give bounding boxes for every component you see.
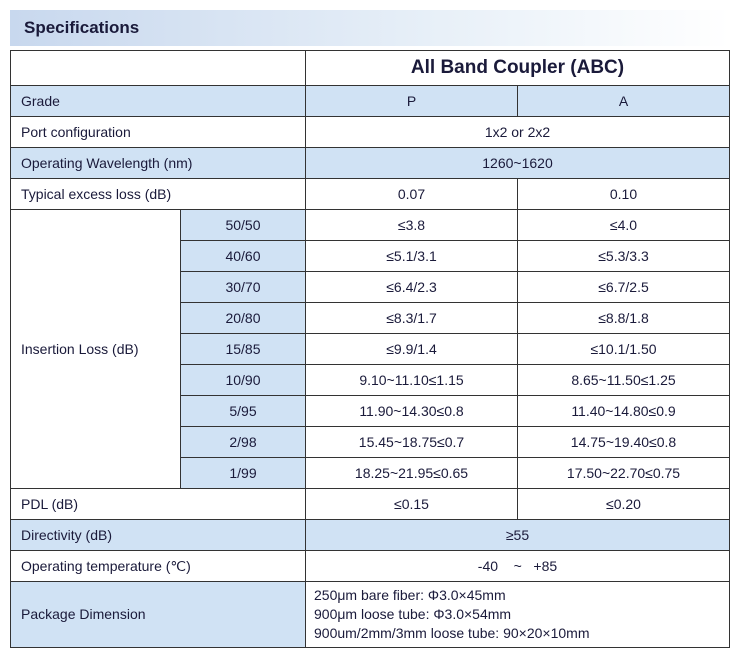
excess-label: Typical excess loss (dB) (11, 179, 306, 210)
il-a-5: 8.65~11.50≤1.25 (518, 365, 730, 396)
il-p-8: 18.25~21.95≤0.65 (306, 458, 518, 489)
ratio-8: 1/99 (181, 458, 306, 489)
il-p-1: ≤5.1/3.1 (306, 241, 518, 272)
specifications-header: Specifications (10, 10, 730, 46)
il-p-7: 15.45~18.75≤0.7 (306, 427, 518, 458)
ratio-5: 10/90 (181, 365, 306, 396)
wavelength-label: Operating Wavelength (nm) (11, 148, 306, 179)
il-a-2: ≤6.7/2.5 (518, 272, 730, 303)
excess-p: 0.07 (306, 179, 518, 210)
wavelength-value: 1260~1620 (306, 148, 730, 179)
il-p-2: ≤6.4/2.3 (306, 272, 518, 303)
ratio-1: 40/60 (181, 241, 306, 272)
directivity-value: ≥55 (306, 520, 730, 551)
pdl-a: ≤0.20 (518, 489, 730, 520)
il-p-6: 11.90~14.30≤0.8 (306, 396, 518, 427)
pkg-line-1: 250μm bare fiber: Φ3.0×45mm (314, 586, 721, 605)
optemp-label: Operating temperature (℃) (11, 551, 306, 582)
pkg-value: 250μm bare fiber: Φ3.0×45mm 900μm loose … (306, 582, 730, 648)
spec-table: All Band Coupler (ABC) Grade P A Port co… (10, 50, 730, 648)
grade-p: P (306, 86, 518, 117)
il-a-7: 14.75~19.40≤0.8 (518, 427, 730, 458)
il-p-3: ≤8.3/1.7 (306, 303, 518, 334)
insertion-loss-label: Insertion Loss (dB) (11, 210, 181, 489)
ratio-4: 15/85 (181, 334, 306, 365)
ratio-6: 5/95 (181, 396, 306, 427)
grade-a: A (518, 86, 730, 117)
optemp-value: -40 ~ +85 (306, 551, 730, 582)
pkg-label: Package Dimension (11, 582, 306, 648)
ratio-3: 20/80 (181, 303, 306, 334)
spec-container: Specifications All Band Coupler (ABC) Gr… (10, 10, 730, 648)
port-label: Port configuration (11, 117, 306, 148)
ratio-0: 50/50 (181, 210, 306, 241)
pkg-line-2: 900μm loose tube: Φ3.0×54mm (314, 605, 721, 624)
il-p-0: ≤3.8 (306, 210, 518, 241)
il-p-4: ≤9.9/1.4 (306, 334, 518, 365)
pdl-label: PDL (dB) (11, 489, 306, 520)
directivity-label: Directivity (dB) (11, 520, 306, 551)
grade-label: Grade (11, 86, 306, 117)
port-value: 1x2 or 2x2 (306, 117, 730, 148)
il-a-3: ≤8.8/1.8 (518, 303, 730, 334)
pkg-line-3: 900um/2mm/3mm loose tube: 90×20×10mm (314, 624, 721, 643)
table-main-title: All Band Coupler (ABC) (306, 51, 730, 86)
il-a-8: 17.50~22.70≤0.75 (518, 458, 730, 489)
excess-a: 0.10 (518, 179, 730, 210)
il-a-4: ≤10.1/1.50 (518, 334, 730, 365)
il-a-0: ≤4.0 (518, 210, 730, 241)
empty-top-left (11, 51, 306, 86)
ratio-2: 30/70 (181, 272, 306, 303)
il-a-6: 11.40~14.80≤0.9 (518, 396, 730, 427)
il-a-1: ≤5.3/3.3 (518, 241, 730, 272)
il-p-5: 9.10~11.10≤1.15 (306, 365, 518, 396)
pdl-p: ≤0.15 (306, 489, 518, 520)
ratio-7: 2/98 (181, 427, 306, 458)
